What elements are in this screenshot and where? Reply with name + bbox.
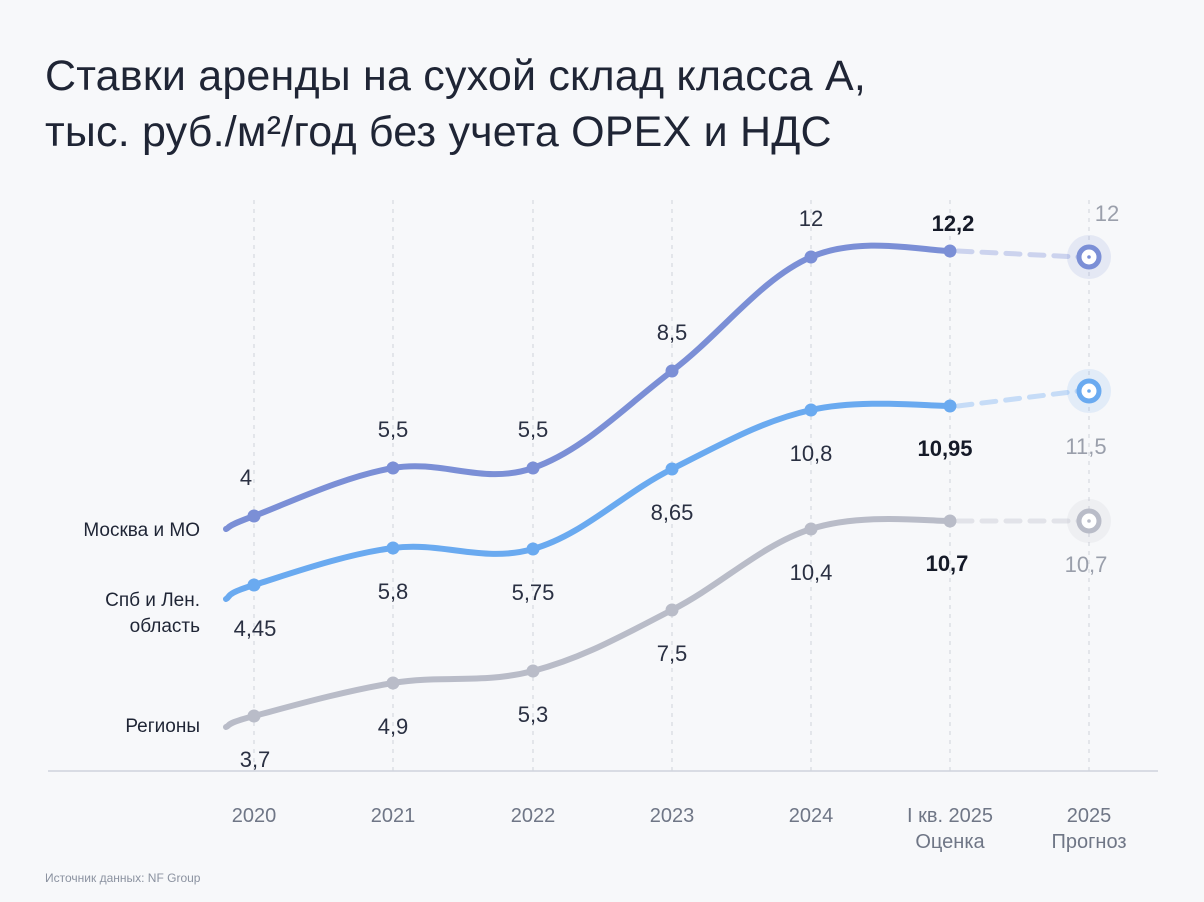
x-tick-label: 2021 <box>371 805 416 827</box>
x-tick-label: 2022 <box>511 805 556 827</box>
data-label-moscow: 5,5 <box>518 417 549 442</box>
data-point-spb <box>526 542 540 556</box>
data-label-spb: 4,45 <box>234 616 277 641</box>
x-tick-label: 2020 <box>232 805 277 827</box>
x-tick-label: 2025 <box>1067 805 1112 827</box>
chart-title-line-2: тыс. руб./м²/год без учета OPEX и НДС <box>45 108 832 156</box>
series-name-regions: Регионы <box>125 716 200 737</box>
data-label-regions: 10,7 <box>1065 552 1108 577</box>
data-point-regions <box>386 676 400 690</box>
data-point-regions <box>943 514 957 528</box>
data-point-moscow <box>247 509 261 523</box>
x-tick-label: 2023 <box>650 805 695 827</box>
forecast-point-center-moscow <box>1087 255 1091 259</box>
x-tick-label: I кв. 2025 <box>907 805 993 827</box>
data-label-moscow: 4 <box>240 465 252 490</box>
data-label-moscow: 5,5 <box>378 417 409 442</box>
data-point-regions <box>665 603 679 617</box>
data-label-moscow: 12 <box>1095 201 1119 226</box>
chart-title-line-1: Ставки аренды на сухой склад класса А, <box>45 52 866 100</box>
chart-title: Ставки аренды на сухой склад класса А, т… <box>45 48 866 160</box>
data-point-spb <box>943 399 957 413</box>
x-tick-label: 2024 <box>789 805 834 827</box>
series-line-spb <box>223 400 953 602</box>
data-label-moscow: 12,2 <box>932 211 975 236</box>
forecast-point-center-regions <box>1087 519 1091 523</box>
data-label-regions: 10,7 <box>926 551 969 576</box>
data-label-moscow: 12 <box>799 206 823 231</box>
data-point-spb <box>665 462 679 476</box>
series-lines <box>223 242 1082 730</box>
x-tick-sublabel: Прогноз <box>1051 831 1126 853</box>
x-tick-sublabel: Оценка <box>915 831 985 853</box>
data-point-regions <box>526 664 540 678</box>
data-point-spb <box>247 578 261 592</box>
series-names: Москва и МО Спб и Лен. область Регионы <box>83 520 200 737</box>
series-name-spb: Спб и Лен. <box>105 590 200 611</box>
series-line-regions <box>223 516 953 730</box>
data-label-regions: 7,5 <box>657 641 688 666</box>
data-label-regions: 3,7 <box>240 747 271 772</box>
data-point-moscow <box>665 364 679 378</box>
series-points <box>247 235 1111 723</box>
series-name-spb: область <box>130 616 200 637</box>
data-label-spb: 5,8 <box>378 579 409 604</box>
data-label-spb: 11,5 <box>1065 434 1106 459</box>
data-labels: 4 5,5 5,5 8,5 12 12,2 12 4,45 5,8 5,75 8,65 10,8 10,… <box>234 201 1120 772</box>
data-point-regions <box>804 522 818 536</box>
data-label-spb: 10,95 <box>917 436 972 461</box>
data-point-moscow <box>386 461 400 475</box>
x-axis-ticks: 2020 2021 2022 2023 2024 I кв. 2025 Оценка 2025… <box>232 805 1127 853</box>
data-label-spb: 8,65 <box>651 500 694 525</box>
data-source-note: Источник данных: NF Group <box>45 871 201 885</box>
forecast-point-center-spb <box>1087 389 1091 393</box>
data-label-regions: 4,9 <box>378 714 409 739</box>
data-label-moscow: 8,5 <box>657 320 688 345</box>
data-label-regions: 5,3 <box>518 702 549 727</box>
data-label-regions: 10,4 <box>790 560 833 585</box>
series-name-moscow: Москва и МО <box>83 520 200 541</box>
data-point-moscow <box>526 461 540 475</box>
series-line-moscow <box>223 242 953 532</box>
data-point-moscow <box>804 250 818 264</box>
data-point-spb <box>386 541 400 555</box>
forecast-line-spb <box>955 388 1082 409</box>
data-point-moscow <box>943 244 957 258</box>
data-point-regions <box>247 709 261 723</box>
data-label-spb: 10,8 <box>790 441 833 466</box>
data-label-spb: 5,75 <box>512 580 555 605</box>
forecast-line-moscow <box>955 248 1082 260</box>
data-point-spb <box>804 403 818 417</box>
